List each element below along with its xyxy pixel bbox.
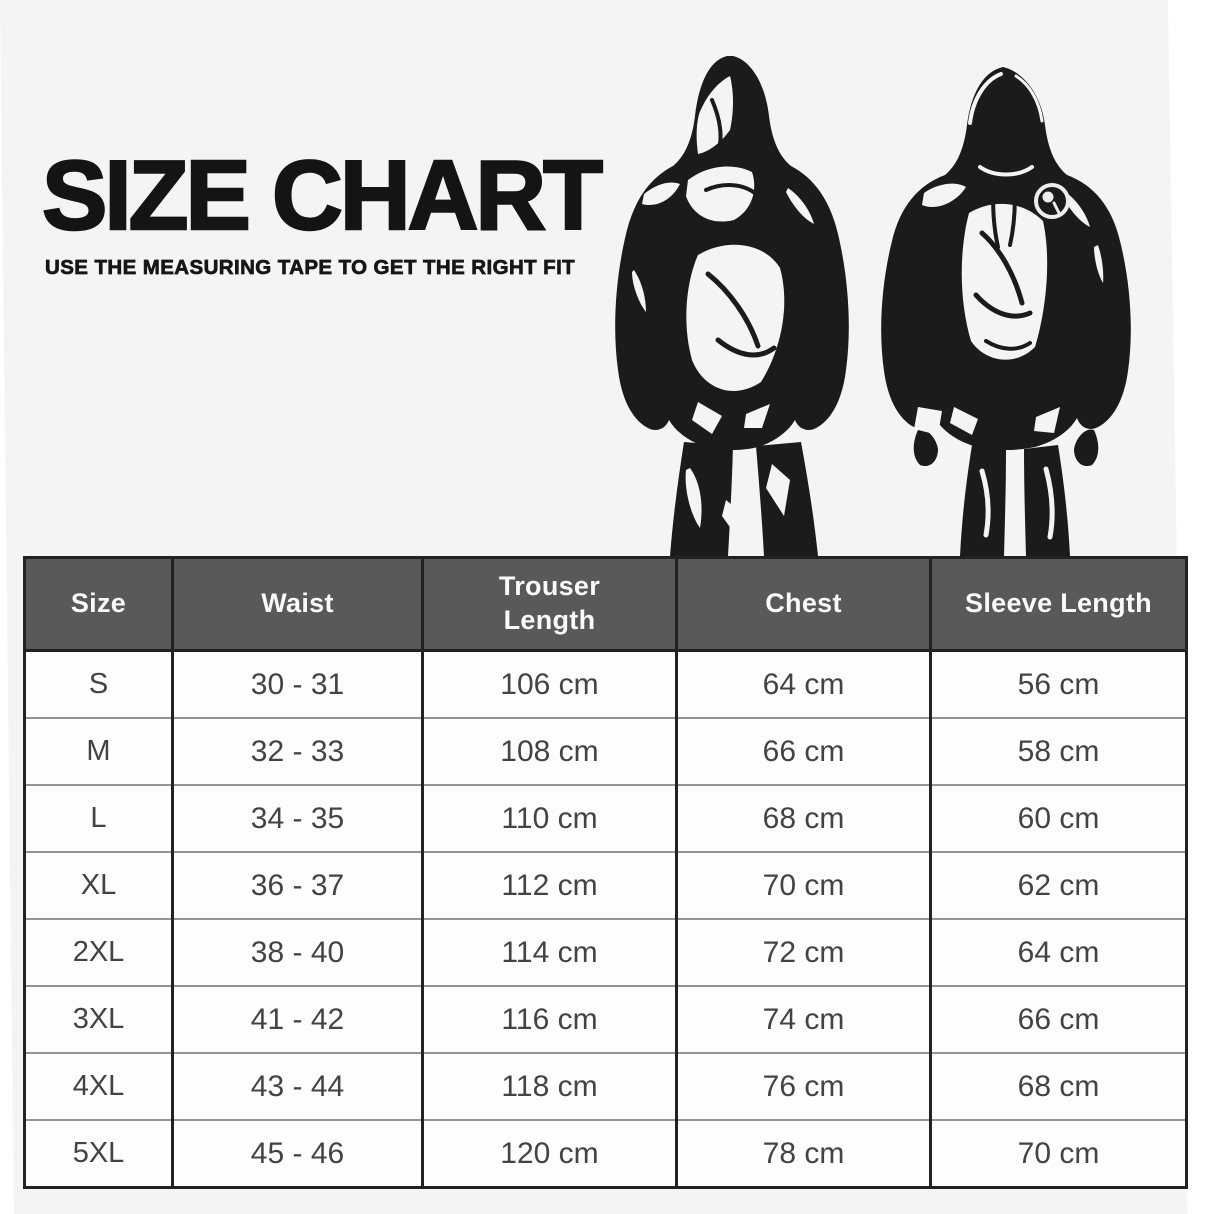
measurement-cell: 38 - 40 [171, 918, 423, 986]
table-row: XL 36 - 37 112 cm 70 cm 62 cm [24, 851, 1187, 919]
measurement-cell: 64 cm [675, 649, 931, 718]
column-header-trouser-length: Trouser Length [421, 557, 677, 651]
header-row: Size Waist Trouser Length Chest Sleeve Lengt… [24, 557, 1187, 651]
measurement-cell: 108 cm [421, 717, 677, 785]
size-cell: 5XL [24, 1119, 173, 1188]
measurement-cell: 116 cm [421, 985, 677, 1053]
size-cell: XL [24, 851, 173, 919]
tracksuit-back-illustration [615, 56, 849, 556]
size-cell: S [24, 649, 173, 718]
measurement-cell: 70 cm [929, 1119, 1187, 1188]
size-cell: M [24, 717, 173, 785]
measurement-cell: 106 cm [421, 649, 677, 718]
table-row: S 30 - 31 106 cm 64 cm 56 cm [24, 649, 1187, 718]
front-right-leg [1024, 445, 1070, 556]
measurement-cell: 58 cm [929, 717, 1187, 785]
measurement-cell: 60 cm [929, 784, 1187, 852]
measurement-cell: 74 cm [675, 985, 931, 1053]
measurement-cell: 62 cm [929, 851, 1187, 919]
measurement-cell: 114 cm [421, 918, 677, 986]
size-cell: 4XL [24, 1052, 173, 1120]
table-row: 2XL 38 - 40 114 cm 72 cm 64 cm [24, 918, 1187, 986]
measurement-cell: 45 - 46 [171, 1119, 423, 1188]
measurement-cell: 78 cm [675, 1119, 931, 1188]
column-header-chest: Chest [675, 557, 931, 651]
page-title: SIZE CHART [41, 140, 605, 250]
title-block: SIZE CHART USE THE MEASURING TAPE TO GET… [41, 140, 605, 280]
front-right-hand [1074, 429, 1099, 467]
measurement-cell: 56 cm [929, 649, 1187, 718]
measurement-cell: 76 cm [675, 1052, 931, 1120]
measurement-cell: 118 cm [421, 1052, 677, 1120]
measurement-cell: 34 - 35 [171, 784, 423, 852]
measurement-cell: 64 cm [929, 918, 1187, 986]
front-left-hand [913, 429, 938, 467]
page-subtitle: USE THE MEASURING TAPE TO GET THE RIGHT … [45, 256, 576, 280]
measurement-cell: 68 cm [675, 784, 931, 852]
measurement-cell: 41 - 42 [171, 985, 423, 1053]
table-row: 5XL 45 - 46 120 cm 78 cm 70 cm [24, 1119, 1187, 1188]
size-cell: L [24, 784, 173, 852]
table-row: L 34 - 35 110 cm 68 cm 60 cm [24, 784, 1187, 852]
column-header-sleeve-length: Sleeve Length [929, 557, 1187, 651]
measurement-cell: 70 cm [675, 851, 931, 919]
chest-logo-badge [1034, 183, 1070, 219]
measurement-cell: 30 - 31 [171, 649, 423, 718]
table-row: 4XL 43 - 44 118 cm 76 cm 68 cm [24, 1052, 1187, 1120]
back-left-leg [670, 442, 733, 556]
column-header-size: Size [24, 557, 173, 651]
measurement-cell: 110 cm [421, 784, 677, 852]
measurement-cell: 112 cm [421, 851, 677, 919]
table-body: S 30 - 31 106 cm 64 cm 56 cm M 32 - 33 108 cm 66… [24, 649, 1187, 1188]
table-row: M 32 - 33 108 cm 66 cm 58 cm [24, 717, 1187, 785]
measurement-cell: 36 - 37 [171, 851, 423, 919]
measurement-cell: 32 - 33 [171, 717, 423, 785]
measurement-cell: 43 - 44 [171, 1052, 423, 1120]
measurement-cell: 68 cm [929, 1052, 1187, 1120]
column-header-waist: Waist [171, 557, 423, 651]
size-cell: 3XL [24, 985, 173, 1053]
measurement-cell: 66 cm [929, 985, 1187, 1053]
table-row: 3XL 41 - 42 116 cm 74 cm 66 cm [24, 985, 1187, 1053]
measurement-cell: 66 cm [675, 717, 931, 785]
back-right-leg [756, 442, 818, 556]
measurement-cell: 120 cm [421, 1119, 677, 1188]
tracksuit-front-illustration [881, 67, 1131, 556]
size-cell: 2XL [24, 918, 173, 986]
size-chart-table: Size Waist Trouser Length Chest Sleeve Lengt… [23, 556, 1188, 1189]
measurement-cell: 72 cm [675, 918, 931, 986]
illustration-area [0, 0, 1214, 556]
front-left-leg [960, 445, 1006, 556]
